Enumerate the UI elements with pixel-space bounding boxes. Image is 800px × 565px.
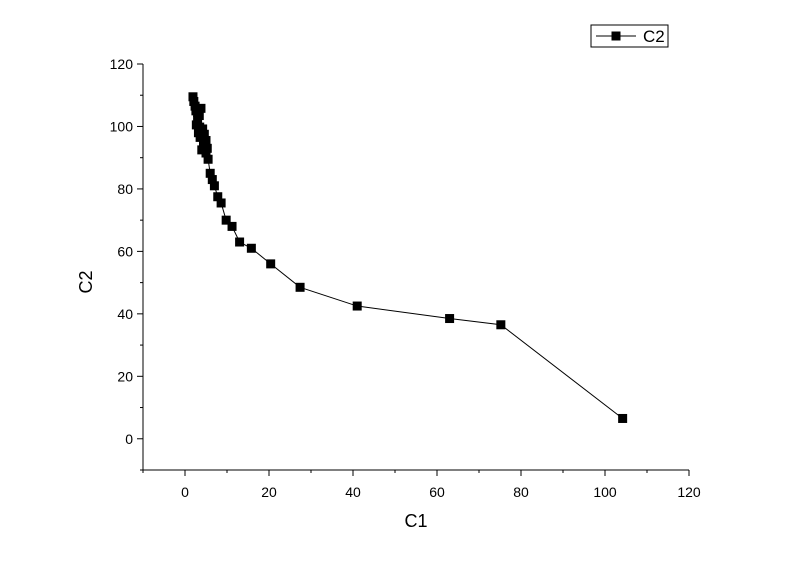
data-point: [235, 237, 245, 247]
data-point: [201, 148, 211, 158]
series-c2: [188, 92, 628, 423]
series-line: [192, 96, 623, 419]
legend: C2: [590, 24, 669, 48]
data-point: [196, 103, 206, 113]
axes: 0 20 40 60 80 100 120 0 20 40 60 80 100 120: [110, 56, 701, 500]
y-tick-label: 60: [117, 243, 133, 259]
data-point: [190, 101, 200, 111]
data-point: [445, 314, 455, 324]
data-point: [266, 259, 276, 269]
y-tick-label: 40: [117, 306, 133, 322]
x-tick-label: 40: [345, 484, 361, 500]
x-tick-label: 0: [181, 484, 189, 500]
data-point: [352, 301, 362, 311]
data-point: [195, 132, 205, 142]
data-point: [618, 413, 628, 423]
data-point: [227, 221, 237, 231]
data-point: [201, 136, 211, 146]
legend-marker: [611, 31, 621, 41]
x-axis-title: C1: [404, 511, 427, 531]
data-point: [205, 168, 215, 178]
x-tick-label: 120: [677, 484, 701, 500]
data-point: [216, 198, 226, 208]
data-point: [207, 175, 217, 185]
x-tick-label: 80: [513, 484, 529, 500]
y-tick-label: 80: [117, 181, 133, 197]
data-point: [221, 215, 231, 225]
data-point: [193, 128, 203, 138]
data-point: [202, 143, 212, 153]
x-tick-label: 20: [261, 484, 277, 500]
y-tick-label: 100: [110, 118, 134, 134]
data-point: [189, 96, 199, 106]
y-tick-label: 20: [117, 368, 133, 384]
data-point: [213, 192, 223, 202]
data-point: [295, 282, 305, 292]
y-axis-title: C2: [76, 270, 96, 293]
data-point: [193, 115, 203, 125]
data-point: [203, 154, 213, 164]
data-point: [496, 320, 506, 330]
legend-label-c2: C2: [643, 27, 665, 46]
data-point: [246, 243, 256, 253]
data-point: [194, 111, 204, 121]
y-tick-label: 120: [110, 56, 134, 72]
data-point: [209, 181, 219, 191]
data-point: [188, 92, 198, 102]
x-tick-label: 100: [593, 484, 617, 500]
x-tick-label: 60: [429, 484, 445, 500]
y-tick-label: 0: [125, 431, 133, 447]
